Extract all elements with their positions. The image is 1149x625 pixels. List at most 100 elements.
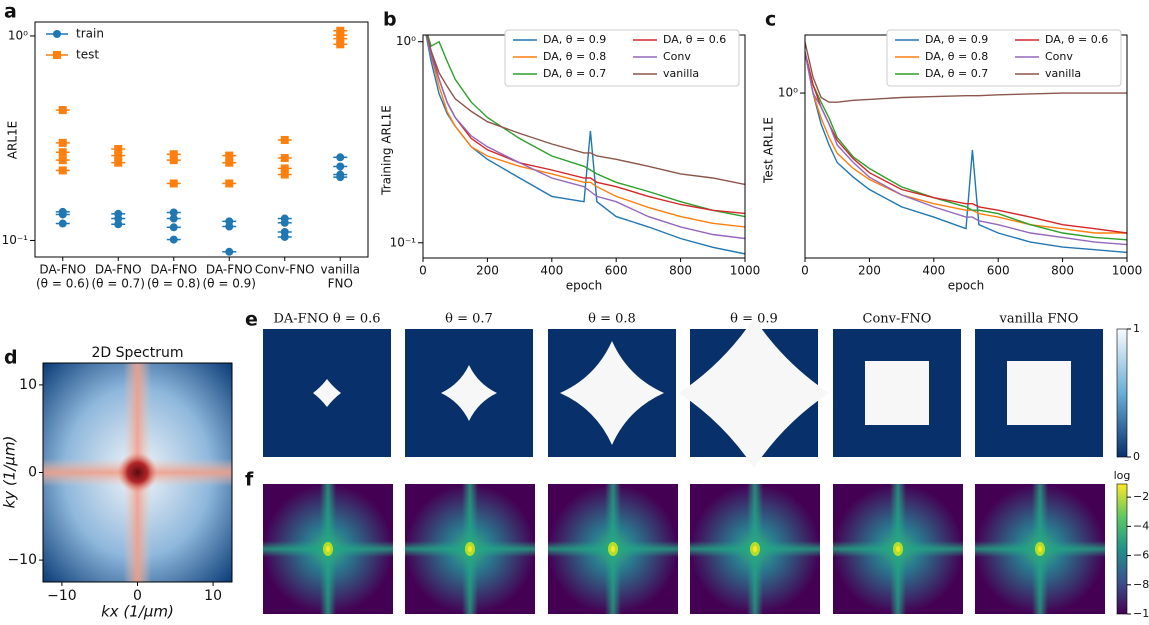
y-tick-label: 10⁰ (396, 34, 416, 48)
panel-letter: e (245, 309, 258, 331)
test-point (58, 156, 67, 165)
y-tick-label: 10⁰ (778, 86, 798, 100)
y-tick-label: 10 (19, 377, 37, 393)
train-point (169, 235, 178, 244)
legend-label: vanilla (663, 67, 699, 80)
x-tick-label: 10 (204, 588, 222, 604)
train-point (225, 222, 234, 231)
train-point (169, 208, 178, 217)
test-point (336, 26, 345, 35)
x-tick-label: DA-FNO (39, 263, 86, 277)
y-axis-label: ky (1/μm) (1, 436, 19, 509)
spectrum-center (1038, 546, 1042, 552)
series-line (805, 52, 1127, 246)
x-tick-label: vanilla (321, 263, 360, 277)
x-tick-label: 400 (922, 264, 945, 278)
x-tick-label: 600 (605, 264, 628, 278)
test-point (225, 179, 234, 188)
series-line (805, 52, 1127, 254)
test-point (58, 148, 67, 157)
x-tick-label: 800 (1051, 264, 1074, 278)
x-tick-label: 600 (987, 264, 1010, 278)
legend-marker (53, 51, 61, 59)
colorbar-tick-label: −4 (1133, 519, 1149, 532)
colorbar-tick-label: −8 (1133, 578, 1149, 591)
y-axis-label: Training ARL1E (380, 105, 394, 196)
test-point (225, 151, 234, 160)
series-line (425, 35, 745, 240)
test-point (280, 170, 289, 179)
series-line (425, 35, 745, 255)
test-point (58, 138, 67, 147)
x-tick-label: 0 (419, 264, 427, 278)
test-point (169, 156, 178, 165)
test-point (280, 164, 289, 173)
legend-label: vanilla (1045, 67, 1081, 80)
panel-letter: f (245, 469, 254, 491)
test-point (58, 106, 67, 115)
test-point (114, 145, 123, 154)
mask-shape (865, 361, 929, 425)
x-tick-label: 0 (133, 588, 142, 604)
train-point (336, 153, 345, 162)
legend-label: DA, θ = 0.6 (663, 33, 726, 46)
test-point (169, 179, 178, 188)
test-point (225, 158, 234, 167)
legend-label: DA, θ = 0.9 (543, 33, 606, 46)
spectrum-center (896, 546, 900, 552)
y-tick-label: −10 (7, 552, 37, 568)
y-tick-label: 10⁰ (8, 28, 28, 42)
series-line (427, 35, 745, 218)
spectrum-center (326, 546, 330, 552)
legend-label: Conv (1045, 50, 1073, 63)
mask-title: vanilla FNO (999, 312, 1079, 327)
x-tick-label: (θ = 0.9) (203, 277, 256, 291)
legend-box (504, 29, 740, 87)
y-axis-label: ARL1E (6, 121, 20, 159)
x-axis-label: epoch (566, 279, 603, 293)
x-tick-label: (θ = 0.6) (36, 277, 89, 291)
colorbar-tick-label: 0 (1133, 450, 1140, 463)
x-axis-label: epoch (948, 279, 985, 293)
mask-shape (679, 318, 829, 468)
mask-shape (313, 379, 341, 407)
train-point (114, 214, 123, 223)
x-tick-label: (θ = 0.7) (92, 277, 145, 291)
colorbar-tick-label: −10 (1133, 607, 1149, 620)
test-point (280, 135, 289, 144)
legend-label: DA, θ = 0.7 (925, 67, 988, 80)
plot-lines (425, 35, 745, 255)
legend-marker (53, 30, 61, 38)
x-tick-label: 0 (801, 264, 809, 278)
spectrum-center (468, 546, 472, 552)
x-tick-label: 1000 (730, 264, 761, 278)
colorbar-tick-label: −6 (1133, 549, 1149, 562)
x-tick-label: 200 (858, 264, 881, 278)
y-tick-label: 0 (28, 465, 37, 481)
spectrum-center (753, 546, 757, 552)
colorbar-tick-label: −2 (1133, 490, 1149, 503)
axes-frame (34, 21, 369, 258)
colorbar-label: log (1114, 469, 1131, 482)
x-tick-label: −10 (47, 588, 77, 604)
colorbar-tick-label: 1 (1133, 322, 1140, 335)
test-point (114, 151, 123, 160)
train-point (58, 219, 67, 228)
spectrum-center (611, 546, 615, 552)
plot-lines (805, 41, 1127, 254)
mask-shape (560, 341, 664, 445)
legend-label: DA, θ = 0.6 (1045, 33, 1108, 46)
train-point (225, 247, 234, 256)
train-point (58, 210, 67, 219)
x-tick-label: 1000 (1112, 264, 1143, 278)
legend-box (886, 29, 1122, 87)
panel-letter: a (4, 1, 17, 23)
x-tick-label: FNO (328, 277, 353, 291)
x-tick-label: 800 (669, 264, 692, 278)
colorbar (1116, 328, 1128, 458)
y-axis-label: Test ARL1E (762, 117, 776, 184)
series-line (425, 35, 745, 228)
x-tick-label: DA-FNO (206, 263, 253, 277)
